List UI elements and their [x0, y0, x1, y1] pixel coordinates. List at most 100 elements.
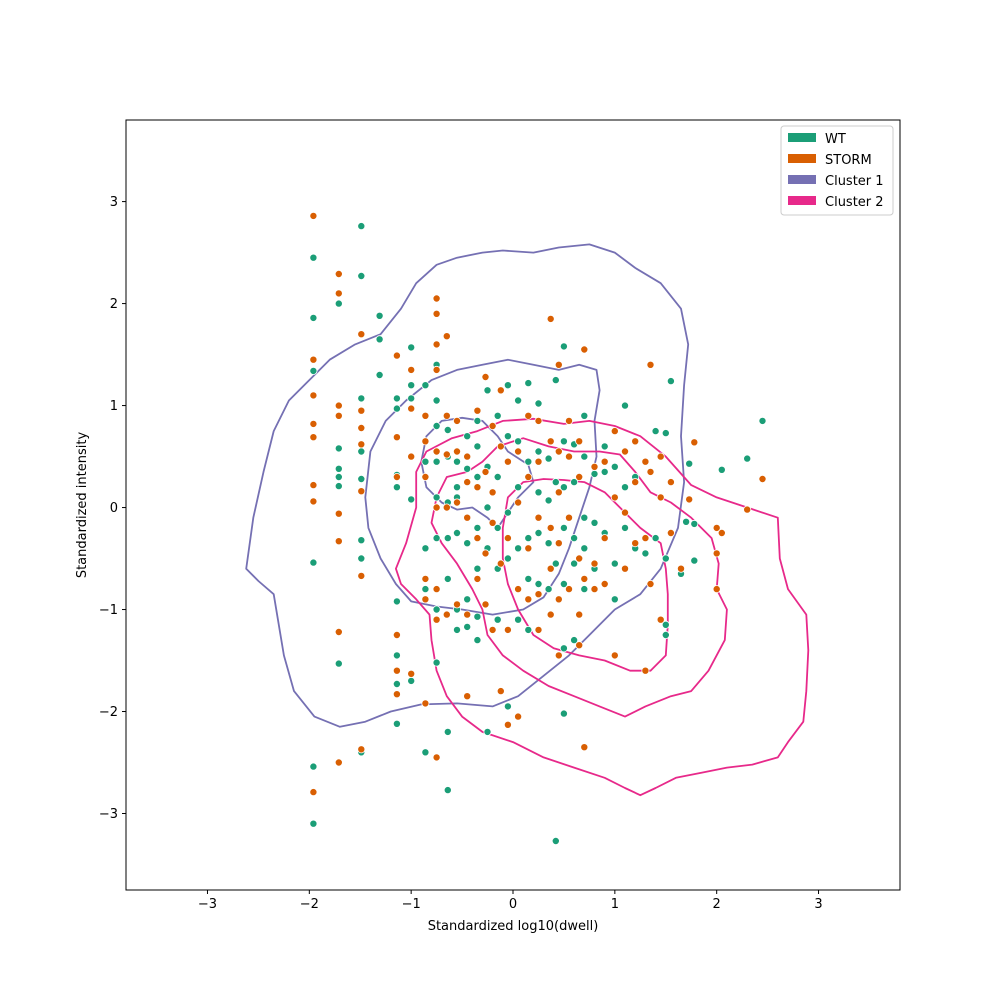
wt-point: [551, 376, 560, 385]
wt-point: [559, 342, 568, 351]
storm-point: [758, 474, 767, 483]
storm-point: [554, 651, 563, 660]
wt-point: [309, 253, 318, 262]
wt-point: [580, 513, 589, 522]
storm-point: [357, 745, 366, 754]
wt-point: [463, 622, 472, 631]
storm-point: [334, 537, 343, 546]
legend-label-storm: STORM: [825, 153, 872, 168]
storm-point: [546, 437, 555, 446]
storm-point: [631, 437, 640, 446]
wt-point: [443, 425, 452, 434]
storm-point: [357, 487, 366, 496]
wt-point: [463, 432, 472, 441]
storm-point: [309, 497, 318, 506]
y-tick-label: 0: [110, 501, 118, 516]
wt-point: [375, 370, 384, 379]
storm-point: [621, 447, 630, 456]
wt-point: [432, 605, 441, 614]
wt-point: [392, 404, 401, 413]
wt-point: [357, 222, 366, 231]
wt-point: [661, 554, 670, 563]
storm-point: [565, 513, 574, 522]
storm-point: [432, 340, 441, 349]
storm-point: [392, 666, 401, 675]
wt-point: [432, 421, 441, 430]
storm-point: [610, 651, 619, 660]
wt-point: [758, 416, 767, 425]
storm-point: [496, 687, 505, 696]
wt-point: [717, 465, 726, 474]
y-tick-label: −3: [99, 807, 118, 822]
wt-point: [524, 534, 533, 543]
storm-point: [590, 462, 599, 471]
y-tick-label: 2: [110, 297, 118, 312]
wt-point: [357, 447, 366, 456]
storm-point: [334, 628, 343, 637]
wt-point: [334, 444, 343, 453]
storm-point: [496, 386, 505, 395]
wt-point: [559, 483, 568, 492]
wt-point: [334, 482, 343, 491]
storm-point: [610, 493, 619, 502]
y-tick-label: −1: [99, 603, 118, 618]
storm-point: [743, 505, 752, 514]
storm-point: [554, 360, 563, 369]
storm-point: [452, 447, 461, 456]
wt-point: [452, 457, 461, 466]
wt-point: [357, 474, 366, 483]
storm-point: [656, 452, 665, 461]
storm-point: [334, 289, 343, 298]
storm-point: [309, 211, 318, 220]
storm-point: [514, 447, 523, 456]
cluster-1-contour-1: [245, 243, 690, 728]
wt-point: [559, 437, 568, 446]
storm-point: [621, 564, 630, 573]
storm-point: [432, 365, 441, 374]
storm-point: [712, 585, 721, 594]
wt-point: [534, 529, 543, 538]
wt-point: [421, 544, 430, 553]
y-tick-label: 1: [110, 399, 118, 414]
wt-point: [551, 559, 560, 568]
storm-point: [463, 692, 472, 701]
wt-point: [452, 625, 461, 634]
x-axis-label: Standardized log10(dwell): [428, 919, 599, 934]
wt-point: [483, 727, 492, 736]
storm-point: [432, 309, 441, 318]
storm-point: [334, 758, 343, 767]
wt-point: [570, 559, 579, 568]
storm-point: [496, 559, 505, 568]
wt-point: [375, 335, 384, 344]
storm-point: [534, 625, 543, 634]
storm-point: [546, 523, 555, 532]
wt-point: [590, 469, 599, 478]
storm-point: [677, 564, 686, 573]
storm-point: [565, 585, 574, 594]
storm-point: [357, 440, 366, 449]
x-axis: −3 −2 −1 0 1 2 3: [198, 890, 823, 912]
wt-point: [534, 399, 543, 408]
wt-point: [610, 595, 619, 604]
wt-point: [524, 379, 533, 388]
wt-point: [493, 472, 502, 481]
wt-point: [421, 585, 430, 594]
storm-point: [481, 372, 490, 381]
wt-point: [407, 343, 416, 352]
wt-point: [580, 544, 589, 553]
storm-point: [334, 401, 343, 410]
wt-point: [443, 574, 452, 583]
storm-point: [503, 534, 512, 543]
storm-point: [407, 404, 416, 413]
wt-point: [685, 459, 694, 468]
wt-point: [524, 625, 533, 634]
storm-point: [309, 788, 318, 797]
storm-point: [524, 595, 533, 604]
wt-point: [651, 427, 660, 436]
storm-point: [357, 423, 366, 432]
wt-point: [559, 580, 568, 589]
wt-point: [392, 651, 401, 660]
wt-point: [661, 429, 670, 438]
storm-point: [712, 549, 721, 558]
storm-point: [309, 355, 318, 364]
